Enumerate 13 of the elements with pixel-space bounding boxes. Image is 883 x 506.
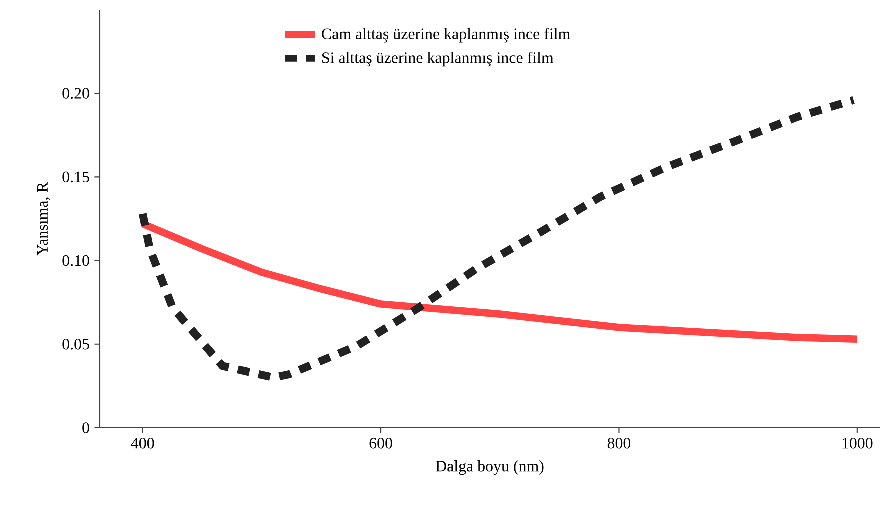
x-tick-label: 400 xyxy=(131,438,154,449)
y-tick-label: 0 xyxy=(82,422,90,434)
x-tick-label: 1000 xyxy=(842,438,873,449)
x-tick-label: 800 xyxy=(608,438,631,449)
y-tick-label: 0.15 xyxy=(62,172,90,183)
y-tick-label: 0.10 xyxy=(62,255,90,266)
y-tick-label: 0.20 xyxy=(62,88,90,100)
x-axis-title: Dalga boyu (nm) xyxy=(436,460,544,476)
y-tick-label: 0.05 xyxy=(62,338,90,350)
legend-label: Si alttaş üzerine kaplanmış ince film xyxy=(322,52,554,67)
legend-label: Cam alttaş üzerine kaplanmış ince film xyxy=(322,28,570,43)
y-axis-title: Yansıma, R xyxy=(37,182,50,256)
x-tick-label: 600 xyxy=(370,438,392,449)
